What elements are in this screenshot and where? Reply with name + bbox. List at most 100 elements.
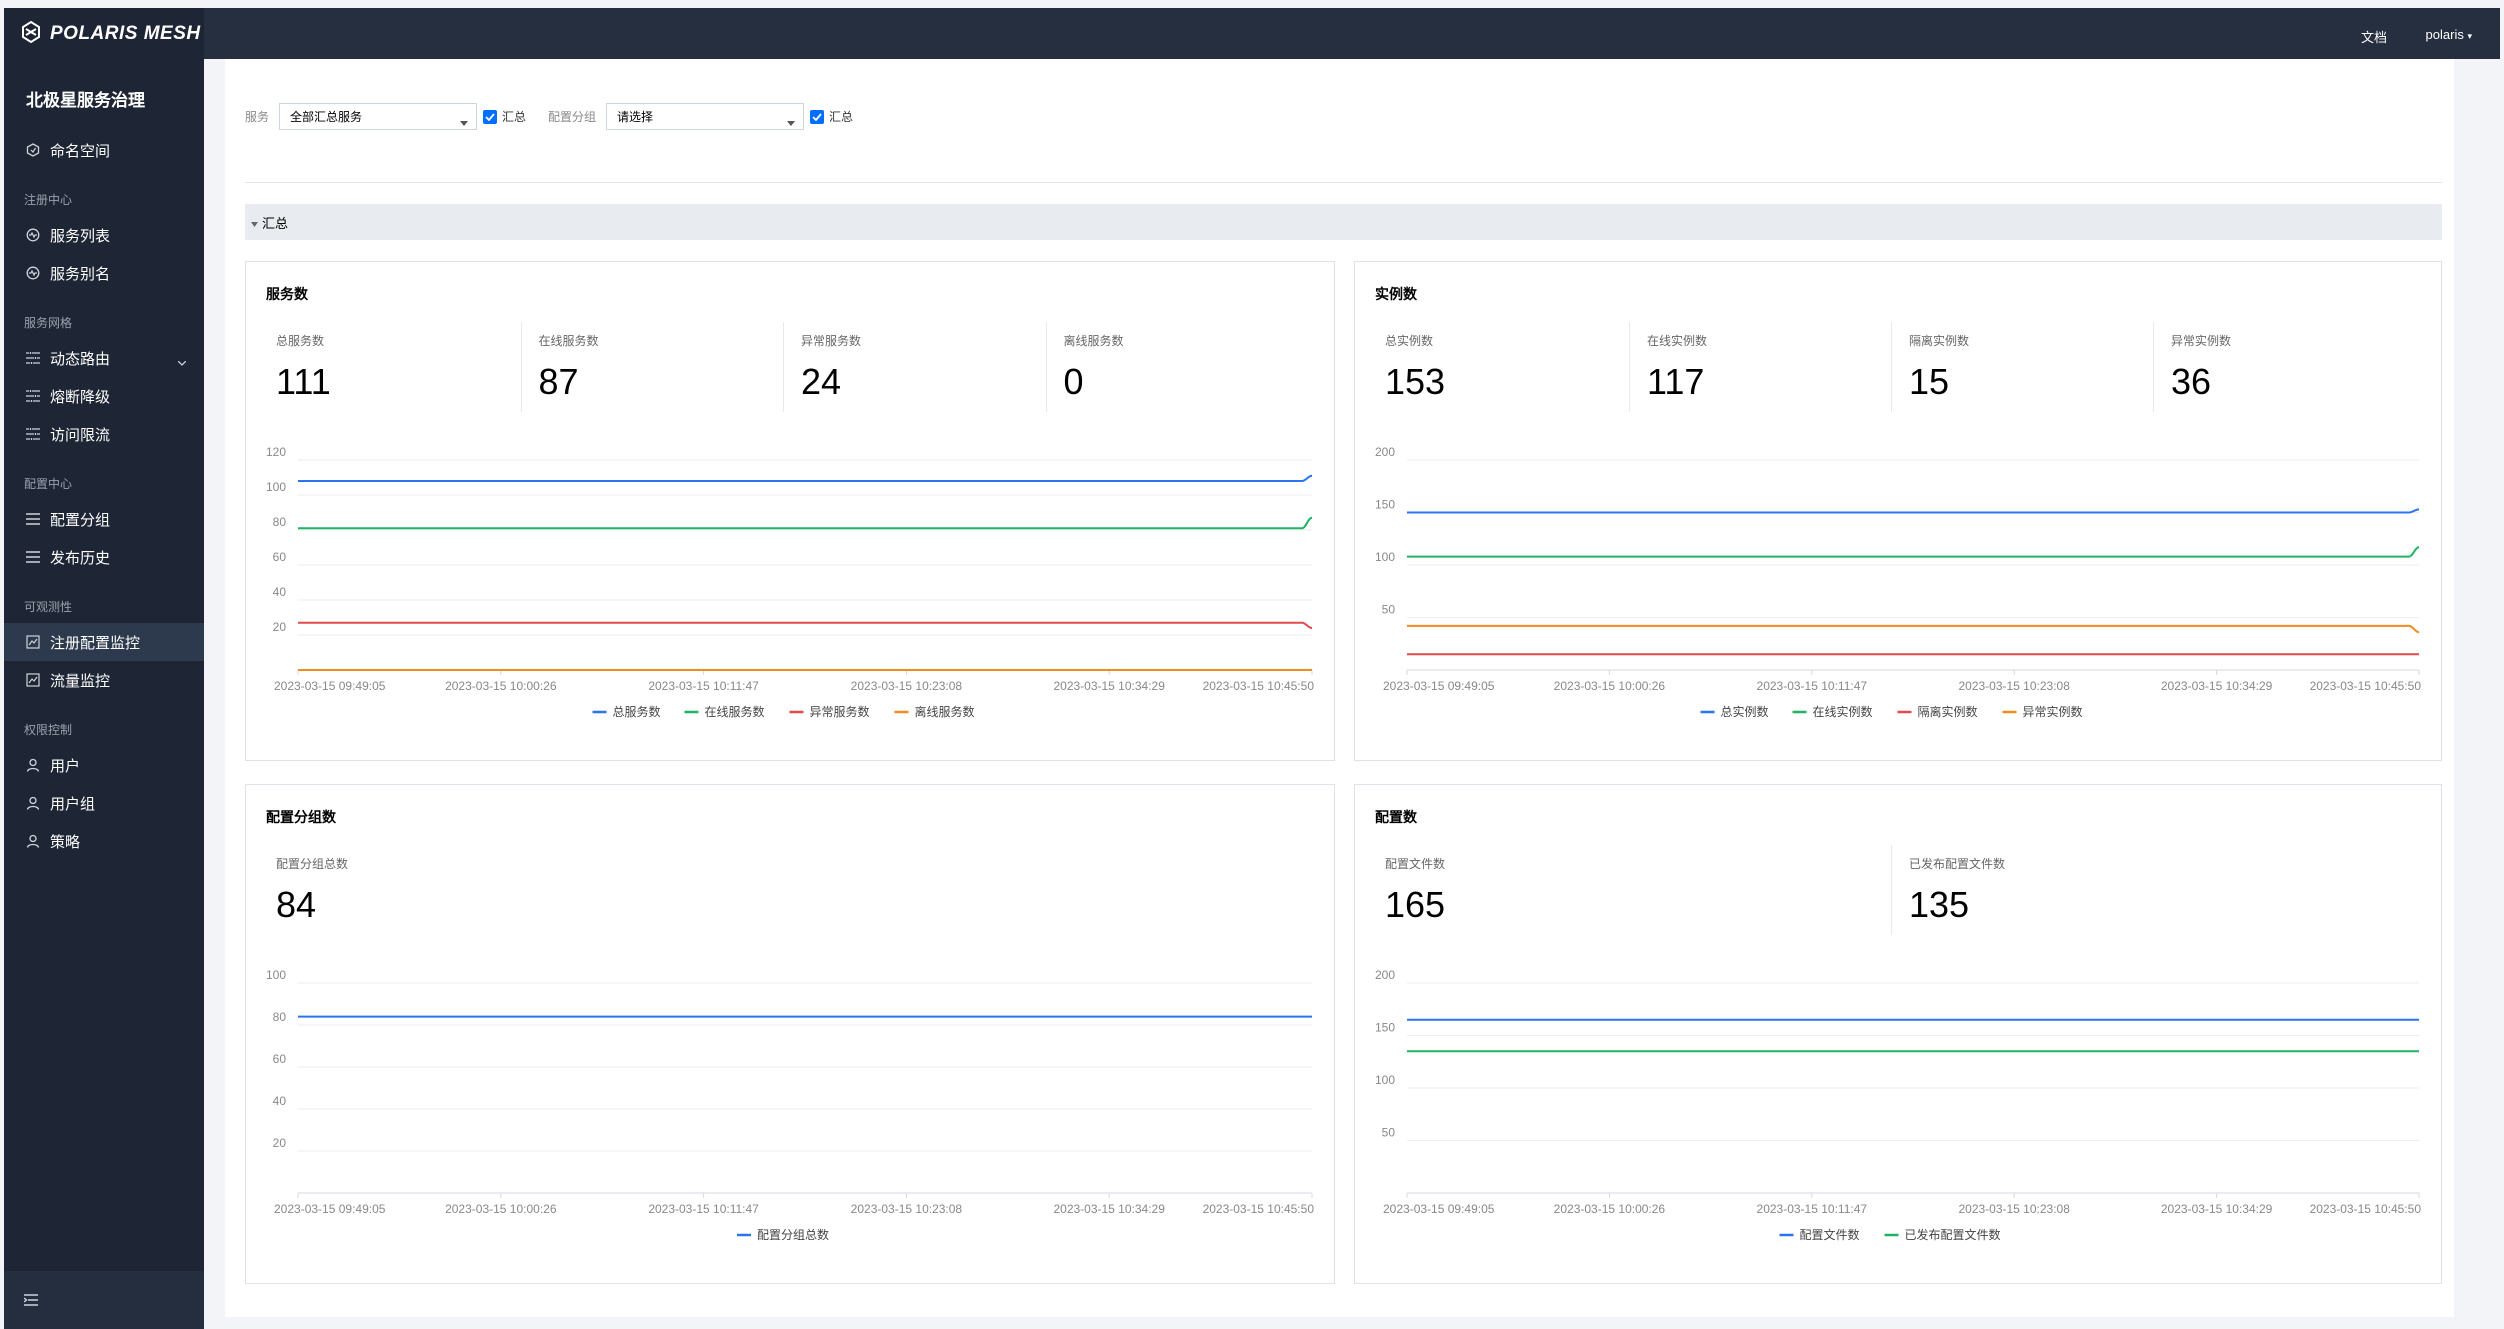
- metric-divider: [1891, 845, 1892, 935]
- series-line-0: [298, 474, 1313, 482]
- legend-label: 总实例数: [1721, 704, 1769, 719]
- list-icon: [26, 512, 40, 526]
- sidebar-item-label: 动态路由: [50, 350, 111, 368]
- brand-name: POLARIS MESH: [50, 23, 201, 44]
- sidebar-item-13[interactable]: 流量监控: [4, 661, 204, 699]
- chevron-down-icon: [177, 353, 187, 370]
- x-tick-label: 2023-03-15 10:11:47: [648, 1202, 759, 1216]
- service-icon: [26, 228, 40, 242]
- metric-value: 135: [1909, 884, 1970, 925]
- metric-label: 离线服务数: [1063, 334, 1124, 348]
- sidebar-item-label: 配置分组: [50, 511, 111, 529]
- sidebar-item-9[interactable]: 配置分组: [4, 500, 204, 538]
- metric-value: 15: [1909, 361, 1950, 402]
- metric-label: 在线服务数: [538, 334, 599, 348]
- list-icon: [26, 550, 40, 564]
- sidebar-item-17[interactable]: 策略: [4, 822, 204, 860]
- series-line-2: [298, 621, 1313, 629]
- line-chart: 20 40 60 80 100 120 2023-03-15 09:49:05 2023-03…: [266, 445, 1315, 719]
- x-tick-label: 2023-03-15 10:34:29: [2161, 1202, 2273, 1216]
- user-icon: [26, 796, 40, 810]
- metric-stat: 总服务数 111: [276, 332, 331, 403]
- y-tick-label: 200: [1375, 445, 1395, 459]
- group-filter-label: 配置分组: [548, 110, 597, 124]
- metric-stat: 配置文件数 165: [1385, 855, 1445, 926]
- metric-panel: 配置数 配置文件数 165 已发布配置文件数 135 50 100 150 200 2023-03…: [1354, 784, 2442, 1284]
- metric-label: 隔离实例数: [1909, 334, 1970, 348]
- x-tick-label: 2023-03-15 10:45:50: [1203, 1202, 1315, 1216]
- nav-group-label: 权限控制: [24, 723, 73, 737]
- metric-label: 异常实例数: [2171, 334, 2232, 348]
- y-tick-label: 40: [273, 585, 287, 599]
- chevron-down-icon: ▾: [2467, 31, 2472, 41]
- line-chart: 50 100 150 200 2023-03-15 09:49:05 2023-03-15…: [1375, 445, 2421, 719]
- brand[interactable]: POLARIS MESH: [4, 8, 204, 60]
- metric-value: 36: [2171, 361, 2212, 402]
- sidebar-item-0[interactable]: 命名空间: [4, 131, 204, 169]
- collapse-sidebar-icon[interactable]: [23, 1293, 38, 1311]
- legend-label: 隔离实例数: [1918, 704, 1978, 719]
- metric-value: 117: [1647, 361, 1705, 402]
- service-select-value: 全部汇总服务: [290, 110, 363, 124]
- nav-group-label: 注册中心: [24, 193, 73, 207]
- x-tick-label: 2023-03-15 10:11:47: [1757, 1202, 1868, 1216]
- metric-label: 已发布配置文件数: [1909, 857, 2006, 871]
- y-tick-label: 50: [1382, 1126, 1396, 1140]
- docs-link[interactable]: 文档: [2360, 30, 2387, 45]
- y-tick-label: 60: [273, 550, 287, 564]
- sidebar-item-10[interactable]: 发布历史: [4, 538, 204, 576]
- service-icon: [26, 266, 40, 280]
- sidebar-item-6[interactable]: 熔断降级: [4, 377, 204, 415]
- metric-value: 111: [276, 361, 331, 402]
- y-tick-label: 100: [266, 480, 286, 494]
- metric-stat: 已发布配置文件数 135: [1909, 855, 2005, 926]
- metric-panel: 服务数 总服务数 111 在线服务数 87 异常服务数 24 离线服务数 0 20 40 60 80 10…: [245, 261, 1335, 761]
- legend-label: 在线服务数: [705, 704, 765, 719]
- metric-value: 153: [1385, 361, 1446, 402]
- metric-label: 异常服务数: [801, 334, 862, 348]
- x-tick-label: 2023-03-15 10:34:29: [2161, 679, 2273, 693]
- legend-label: 离线服务数: [915, 704, 975, 719]
- sidebar-item-7[interactable]: 访问限流: [4, 415, 204, 453]
- metric-label: 配置文件数: [1385, 857, 1446, 871]
- group-select[interactable]: 请选择: [606, 103, 805, 130]
- metric-stat: 在线实例数 117: [1647, 332, 1707, 403]
- legend-label: 在线实例数: [1813, 704, 1873, 719]
- sidebar-item-label: 用户组: [50, 795, 96, 813]
- metric-stat: 配置分组总数 84: [276, 855, 348, 926]
- sidebar-item-label: 流量监控: [50, 672, 111, 690]
- x-tick-label: 2023-03-15 10:45:50: [1203, 679, 1315, 693]
- series-line-3: [1407, 624, 2420, 634]
- x-tick-label: 2023-03-15 10:11:47: [648, 679, 759, 693]
- sidebar-item-16[interactable]: 用户组: [4, 784, 204, 822]
- x-tick-label: 2023-03-15 10:11:47: [1757, 679, 1868, 693]
- metric-panel: 实例数 总实例数 153 在线实例数 117 隔离实例数 15 异常实例数 36 50 100 150…: [1354, 261, 2442, 761]
- sidebar-item-15[interactable]: 用户: [4, 746, 204, 784]
- sidebar-item-3[interactable]: 服务别名: [4, 254, 204, 292]
- service-summary-checkbox[interactable]: [483, 109, 498, 124]
- sidebar-item-12[interactable]: 注册配置监控: [4, 623, 204, 661]
- x-tick-label: 2023-03-15 10:23:08: [851, 679, 963, 693]
- x-tick-label: 2023-03-15 10:23:08: [1958, 1202, 2070, 1216]
- group-summary-checkbox[interactable]: [810, 109, 825, 124]
- metric-value: 84: [276, 884, 317, 925]
- service-select[interactable]: 全部汇总服务: [279, 103, 478, 130]
- metric-label: 配置分组总数: [276, 857, 349, 871]
- legend-label: 异常实例数: [2023, 704, 2083, 719]
- x-tick-label: 2023-03-15 09:49:05: [274, 679, 386, 693]
- panel-title: 服务数: [266, 286, 308, 302]
- y-tick-label: 100: [1375, 1073, 1395, 1087]
- y-tick-label: 150: [1375, 1021, 1395, 1035]
- series-line-1: [1407, 546, 2420, 558]
- service-filter: 服务 全部汇总服务 汇总: [245, 103, 526, 130]
- sidebar-item-2[interactable]: 服务列表: [4, 216, 204, 254]
- sidebar-item-label: 命名空间: [50, 142, 111, 160]
- metric-stat: 离线服务数 0: [1064, 332, 1124, 403]
- summary-section-header[interactable]: 汇总: [245, 204, 2442, 240]
- x-tick-label: 2023-03-15 10:00:26: [1554, 1202, 1666, 1216]
- metric-divider: [1045, 322, 1047, 412]
- sidebar-item-5[interactable]: 动态路由: [4, 339, 204, 377]
- x-tick-label: 2023-03-15 10:00:26: [445, 679, 557, 693]
- user-menu[interactable]: polaris ▾: [2426, 27, 2472, 42]
- user-name: polaris: [2425, 27, 2464, 42]
